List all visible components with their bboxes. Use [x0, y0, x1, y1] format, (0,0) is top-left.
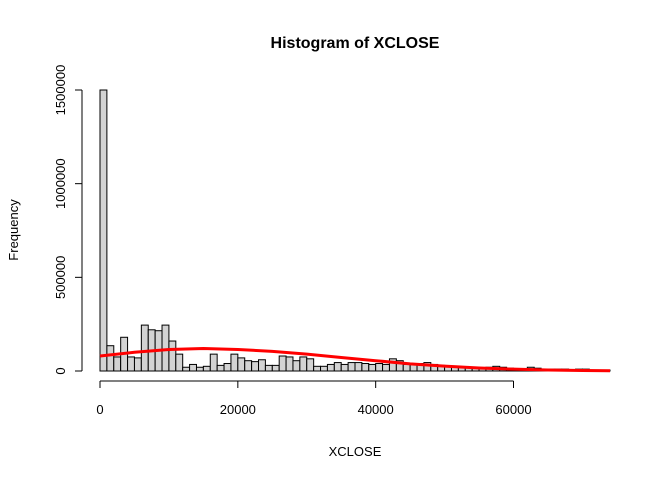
- histogram-bar: [133, 357, 142, 372]
- y-tick-label: 1500000: [53, 65, 68, 116]
- y-tick-label: 1000000: [53, 158, 68, 209]
- histogram-bar: [258, 359, 266, 372]
- x-tick-label: 60000: [495, 402, 531, 417]
- density-overlay: [99, 347, 611, 373]
- histogram-bar: [402, 363, 411, 372]
- histogram-bar: [264, 364, 273, 372]
- y-tick-label: 500000: [53, 256, 68, 299]
- histogram-bar: [382, 363, 390, 372]
- histogram-bar: [140, 324, 149, 372]
- histogram-bar: [113, 356, 122, 372]
- histogram-bar: [333, 362, 342, 372]
- histogram-bar: [168, 340, 177, 372]
- histogram-bar: [189, 363, 197, 372]
- histogram-bar: [237, 357, 246, 372]
- y-axis: 0 500000 1000000 1500000: [53, 65, 83, 375]
- histogram-bars: [99, 89, 611, 372]
- y-axis-label: Frequency: [6, 199, 21, 261]
- histogram-bar: [230, 353, 239, 372]
- histogram-bar: [285, 356, 294, 372]
- histogram-bar: [127, 356, 135, 372]
- histogram-bar: [306, 358, 315, 372]
- histogram-bar: [99, 89, 108, 372]
- histogram-bar: [278, 355, 287, 372]
- histogram-bar: [106, 345, 115, 372]
- histogram-bar: [244, 360, 253, 372]
- histogram-bar: [340, 363, 349, 372]
- x-tick-label: 20000: [220, 402, 256, 417]
- histogram-bar: [271, 364, 280, 372]
- x-tick-label: 40000: [358, 402, 394, 417]
- histogram-bar: [209, 353, 218, 372]
- histogram-bar: [202, 365, 211, 372]
- histogram-bar: [326, 363, 335, 372]
- histogram-bar: [299, 356, 308, 372]
- histogram-bar: [195, 366, 204, 372]
- x-axis-label: XCLOSE: [329, 444, 382, 459]
- histogram-bar: [354, 362, 363, 372]
- histogram-bar: [361, 363, 370, 372]
- density-curve: [99, 347, 611, 373]
- chart-title: Histogram of XCLOSE: [271, 35, 440, 52]
- x-axis: 0 20000 40000 60000: [96, 380, 532, 417]
- histogram-bar: [375, 363, 384, 372]
- histogram-bar: [320, 365, 328, 372]
- histogram-bar: [182, 366, 191, 372]
- histogram-bar: [368, 363, 377, 372]
- x-tick-label: 0: [96, 402, 103, 417]
- histogram-bar: [216, 364, 225, 372]
- histogram-bar: [292, 360, 301, 372]
- histogram-bar: [251, 361, 260, 372]
- histogram-bar: [347, 362, 356, 372]
- y-tick-label: 0: [53, 367, 68, 374]
- histogram-bar: [313, 365, 322, 372]
- histogram-bar: [223, 363, 232, 372]
- histogram-bar: [175, 353, 184, 372]
